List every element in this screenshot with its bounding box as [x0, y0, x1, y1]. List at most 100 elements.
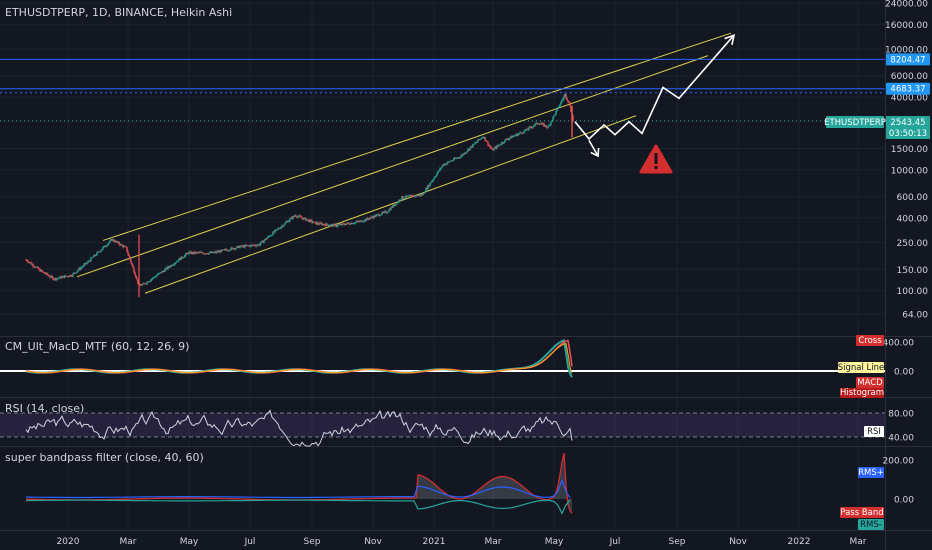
candle-body: [123, 246, 125, 248]
time-tick-label: Jul: [609, 537, 621, 547]
macd-title[interactable]: CM_Ult_MacD_MTF (60, 12, 26, 9): [5, 340, 190, 353]
candle-body: [542, 123, 544, 125]
candle-body: [403, 198, 405, 199]
candle-body: [329, 225, 331, 227]
candle-body: [73, 272, 75, 274]
candle-body: [342, 223, 344, 225]
candle-body: [43, 271, 45, 274]
macd-pane[interactable]: [0, 339, 885, 378]
candle-body: [153, 277, 155, 279]
candle-body: [45, 272, 47, 274]
candle-body: [157, 273, 159, 276]
candle-body: [230, 247, 232, 250]
candle-body: [498, 144, 500, 146]
candle-body: [271, 235, 273, 236]
candle-body: [348, 223, 350, 225]
candle-body: [79, 268, 81, 270]
candle-body: [406, 195, 408, 197]
candle-body: [82, 266, 84, 267]
candle-body: [324, 224, 326, 226]
candle-body: [547, 126, 549, 128]
candle-body: [400, 199, 402, 201]
candle-body: [456, 158, 458, 159]
candle-body: [562, 98, 564, 101]
candle-body: [246, 245, 248, 247]
candle-body: [419, 194, 421, 196]
candle-body: [110, 239, 112, 241]
time-tick-label: Sep: [669, 537, 686, 547]
candle-body: [521, 132, 523, 134]
candle-body: [395, 204, 397, 206]
candle-body: [279, 228, 281, 230]
price-tick-label: 100.00: [897, 287, 929, 297]
candle-body: [531, 127, 533, 129]
candle-body: [135, 275, 137, 279]
macd-badge: MACD: [857, 378, 883, 388]
candle-body: [540, 123, 542, 125]
candle-body: [426, 188, 428, 189]
candle-body: [255, 245, 257, 247]
candle-body: [232, 247, 234, 250]
candle-body: [38, 268, 40, 270]
candle-body: [393, 204, 395, 206]
candle-body: [472, 144, 474, 148]
candle-body: [499, 144, 501, 146]
candle-body: [520, 132, 522, 134]
candle-body: [72, 273, 74, 277]
candle-body: [268, 236, 270, 237]
candle-body: [277, 228, 279, 230]
candle-body: [37, 266, 39, 269]
candle-body: [527, 129, 529, 131]
candle-body: [512, 136, 514, 138]
time-axis[interactable]: 2020 Mar May Jul Sep Nov 2021 Mar May Jul Sep Nov 20…: [57, 537, 867, 547]
candle-body: [103, 245, 105, 248]
candle-body: [397, 201, 399, 203]
rms-minus-line: [26, 499, 571, 515]
candle-body: [297, 216, 299, 218]
candle-body: [163, 271, 165, 272]
candle-body: [388, 209, 390, 212]
candle-body: [408, 195, 410, 197]
candle-body: [526, 128, 528, 130]
candle-body: [482, 137, 484, 139]
indicator-tick-label: 80.00: [888, 410, 914, 420]
candle-body: [86, 262, 88, 264]
candle-body: [314, 221, 316, 223]
candle-body: [539, 123, 541, 125]
candle-body: [116, 241, 118, 243]
candle-body: [561, 100, 563, 102]
candle-body: [282, 225, 284, 227]
candle-body: [136, 278, 138, 280]
candle-body: [528, 127, 530, 130]
projection-path: [574, 34, 735, 141]
bandpass-pane[interactable]: [26, 452, 573, 515]
time-tick-label: May: [180, 537, 199, 547]
rsi-title[interactable]: RSI (14, close): [5, 402, 85, 415]
candle-body: [424, 191, 426, 194]
candle-body: [337, 224, 339, 227]
candle-body: [66, 275, 68, 277]
candle-body: [383, 211, 385, 213]
signal-line-badge: Signal Line: [838, 363, 885, 373]
candle-body: [567, 100, 569, 103]
candle-body: [455, 158, 457, 159]
candle-body: [338, 224, 340, 226]
candle-body: [219, 250, 221, 253]
candle-body: [90, 257, 92, 262]
bandpass-title[interactable]: super bandpass filter (close, 40, 60): [5, 451, 204, 464]
candle-body: [320, 222, 322, 224]
candle-body: [381, 212, 383, 215]
candle-body: [354, 222, 356, 224]
candle-body: [336, 226, 338, 227]
rms-plus-badge-bg: [858, 467, 884, 478]
candle-body: [569, 102, 571, 107]
candle-body: [120, 244, 122, 246]
price-tick-label: 250.00: [897, 239, 929, 249]
price-tick-label: 400.00: [897, 214, 929, 224]
candle-body: [330, 224, 332, 226]
candle-body: [481, 137, 483, 139]
candle-body: [551, 120, 553, 122]
rsi-pane[interactable]: [0, 409, 885, 447]
candle-body: [529, 126, 531, 128]
